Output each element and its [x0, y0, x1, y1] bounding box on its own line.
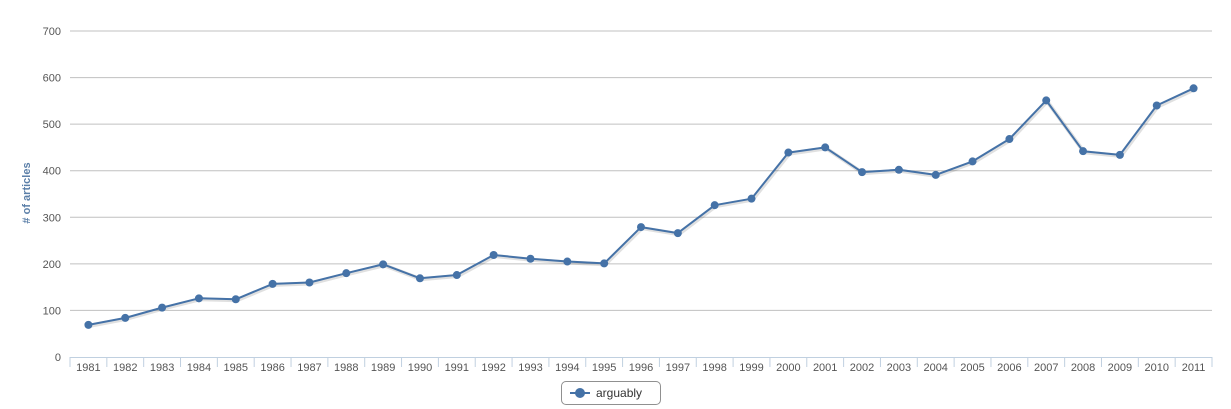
x-tick-label: 1996 — [629, 362, 653, 374]
x-tick-label: 1994 — [555, 362, 579, 374]
x-tick-label: 2002 — [850, 362, 874, 374]
data-point[interactable] — [379, 260, 388, 269]
y-tick-label: 500 — [43, 119, 61, 131]
data-point[interactable] — [600, 259, 609, 268]
x-tick-label: 1993 — [518, 362, 542, 374]
y-tick-label: 300 — [43, 212, 61, 224]
legend[interactable]: arguably — [561, 381, 661, 405]
x-tick-label: 1995 — [592, 362, 616, 374]
x-tick-label: 1986 — [260, 362, 284, 374]
data-point[interactable] — [637, 223, 645, 232]
y-tick-label: 100 — [43, 305, 61, 317]
data-point[interactable] — [968, 157, 977, 166]
data-point[interactable] — [784, 148, 793, 157]
y-tick-label: 400 — [43, 166, 61, 178]
x-axis: 1981 1982 1983 1984 1985 1986 1987 1988 1989 1990… — [69, 357, 1213, 374]
x-tick-label: 1985 — [224, 362, 248, 374]
x-tick-label: 2006 — [997, 362, 1021, 374]
data-point[interactable] — [452, 271, 461, 280]
x-tick-label: 1998 — [702, 362, 726, 374]
x-tick-label: 1997 — [666, 362, 690, 374]
data-point[interactable] — [1189, 84, 1198, 93]
x-tick-label: 2001 — [813, 362, 837, 374]
data-point[interactable] — [194, 294, 203, 303]
x-tick-label: 2010 — [1144, 362, 1168, 374]
x-tick-label: 2000 — [776, 362, 800, 374]
y-axis: 0 100 200 300 400 500 600 700 — [43, 26, 61, 364]
y-tick-label: 700 — [43, 26, 61, 38]
x-tick-label: 2005 — [960, 362, 984, 374]
x-tick-label: 1983 — [150, 362, 174, 374]
data-point[interactable] — [894, 165, 903, 174]
x-tick-label: 2009 — [1108, 362, 1132, 374]
data-point[interactable] — [84, 320, 93, 329]
data-point[interactable] — [1152, 101, 1161, 110]
x-tick-label: 1984 — [187, 362, 211, 374]
legend-item-label[interactable]: arguably — [596, 386, 643, 400]
x-tick-label: 1982 — [113, 362, 137, 374]
data-point[interactable] — [158, 303, 167, 312]
data-point[interactable] — [747, 194, 756, 203]
data-point[interactable] — [268, 279, 277, 288]
data-point[interactable] — [121, 313, 130, 322]
data-point[interactable] — [415, 274, 424, 283]
x-tick-label: 2003 — [887, 362, 911, 374]
data-point[interactable] — [342, 269, 351, 278]
data-point[interactable] — [1115, 150, 1124, 159]
data-point[interactable] — [563, 257, 572, 266]
data-point[interactable] — [931, 170, 940, 179]
legend-swatch-icon — [570, 388, 590, 398]
data-point[interactable] — [1079, 147, 1088, 156]
x-tick-label: 1990 — [408, 362, 432, 374]
grid-lines — [70, 30, 1212, 311]
x-tick-label: 1988 — [334, 362, 358, 374]
y-axis-label: # of articles — [21, 162, 33, 223]
data-point[interactable] — [489, 251, 498, 260]
data-point[interactable] — [1005, 135, 1014, 144]
x-tick-label: 1992 — [481, 362, 505, 374]
x-tick-label: 2007 — [1034, 362, 1058, 374]
y-tick-label: 600 — [43, 73, 61, 85]
x-tick-label: 1981 — [76, 362, 100, 374]
data-point[interactable] — [673, 229, 682, 238]
x-tick-label: 1987 — [297, 362, 321, 374]
x-tick-label: 2011 — [1182, 362, 1206, 374]
data-point[interactable] — [231, 295, 240, 304]
data-point[interactable] — [858, 168, 867, 177]
x-tick-label: 1999 — [739, 362, 763, 374]
data-point[interactable] — [526, 254, 535, 263]
data-point[interactable] — [1042, 96, 1051, 105]
data-point[interactable] — [710, 201, 719, 210]
x-tick-label: 1991 — [445, 362, 469, 374]
y-tick-label: 200 — [43, 259, 61, 271]
x-tick-label: 1989 — [371, 362, 395, 374]
y-tick-label: 0 — [55, 352, 61, 364]
data-point[interactable] — [821, 143, 830, 152]
x-tick-label: 2004 — [923, 362, 947, 374]
series-group — [84, 84, 1198, 329]
x-tick-label: 2008 — [1071, 362, 1095, 374]
data-point[interactable] — [305, 278, 314, 287]
